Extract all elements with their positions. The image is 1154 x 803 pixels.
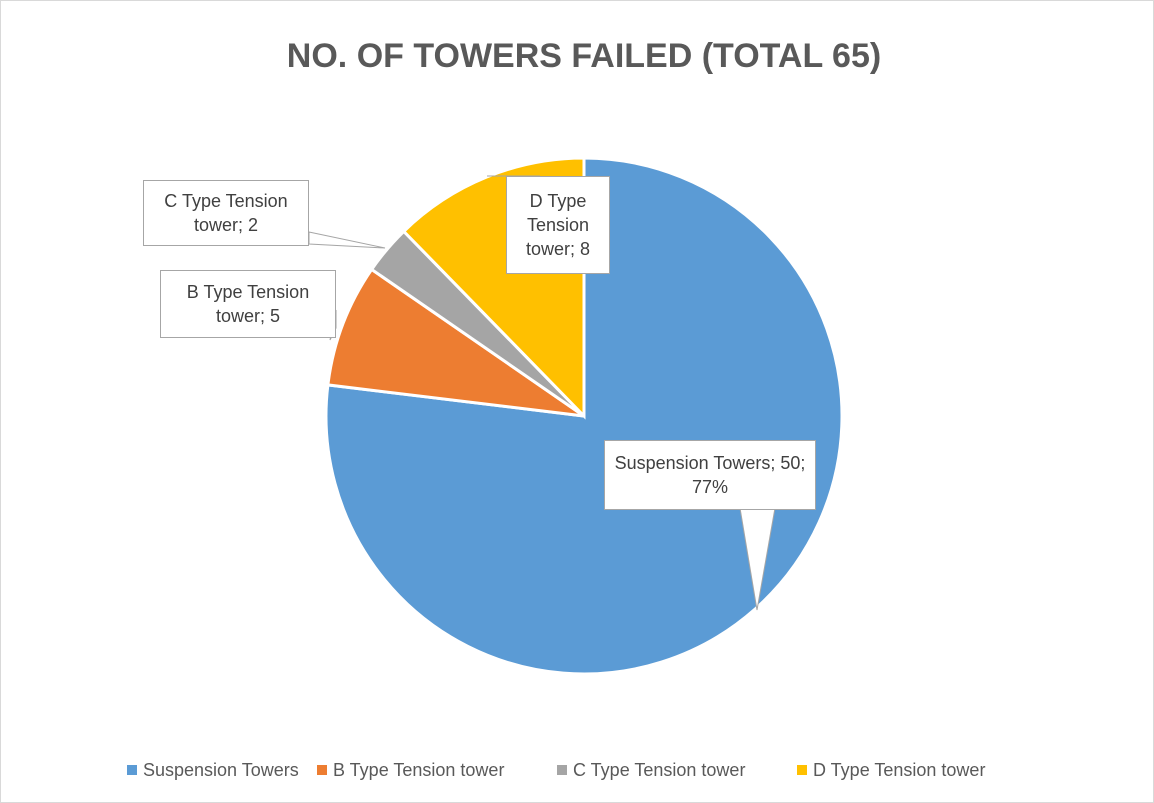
callout-pointer xyxy=(308,231,386,249)
legend-label: Suspension Towers xyxy=(143,760,299,780)
data-label: Suspension Towers; 50; 77% xyxy=(604,440,816,510)
legend-swatch xyxy=(127,765,137,775)
data-label: D Type Tension tower; 8 xyxy=(506,176,610,274)
legend-swatch xyxy=(557,765,567,775)
data-label: C Type Tension tower; 2 xyxy=(143,180,309,246)
data-label: B Type Tension tower; 5 xyxy=(160,270,336,338)
legend-swatch xyxy=(797,765,807,775)
legend-label: C Type Tension tower xyxy=(573,760,745,780)
pie-slice xyxy=(324,156,844,676)
chart-title: NO. OF TOWERS FAILED (TOTAL 65) xyxy=(287,37,881,75)
legend-label: B Type Tension tower xyxy=(333,760,504,780)
legend-label: D Type Tension tower xyxy=(813,760,985,780)
pie-slice xyxy=(326,267,585,418)
legend-swatch xyxy=(317,765,327,775)
